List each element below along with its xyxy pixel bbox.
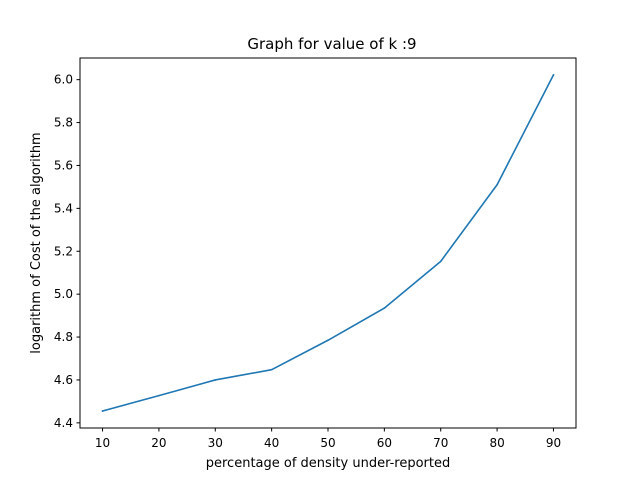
x-tick-label: 90 bbox=[546, 436, 561, 450]
x-tick-label: 30 bbox=[208, 436, 223, 450]
data-point bbox=[439, 260, 442, 263]
x-axis-label: percentage of density under-reported bbox=[206, 456, 451, 471]
y-tick-label: 4.8 bbox=[54, 330, 73, 344]
x-tick-label: 60 bbox=[377, 436, 392, 450]
plot-frame bbox=[79, 57, 577, 429]
series-group bbox=[101, 73, 555, 413]
y-tick-label: 6.0 bbox=[54, 73, 73, 87]
x-axis-ticks: 10 20 30 40 50 60 70 80 90 bbox=[95, 428, 561, 450]
x-tick-label: 50 bbox=[320, 436, 335, 450]
chart-title: Graph for value of k :9 bbox=[247, 35, 416, 53]
y-axis-label: logarithm of Cost of the algorithm bbox=[29, 132, 44, 353]
x-tick-label: 20 bbox=[151, 436, 166, 450]
y-tick-label: 5.0 bbox=[54, 287, 73, 301]
y-tick-label: 5.8 bbox=[54, 116, 73, 130]
x-tick-label: 40 bbox=[264, 436, 279, 450]
data-point bbox=[383, 307, 386, 309]
data-point bbox=[214, 379, 217, 381]
y-tick-label: 4.6 bbox=[54, 373, 73, 387]
data-point bbox=[270, 368, 273, 371]
data-point bbox=[101, 410, 104, 412]
y-tick-label: 5.6 bbox=[54, 158, 73, 172]
y-axis-ticks: 4.4 4.6 4.8 5.0 5.2 5.4 5.6 5.8 6.0 bbox=[54, 73, 80, 430]
x-tick-label: 10 bbox=[95, 436, 110, 450]
x-tick-label: 70 bbox=[433, 436, 448, 450]
x-tick-label: 80 bbox=[489, 436, 504, 450]
y-tick-label: 5.4 bbox=[54, 201, 73, 215]
data-point bbox=[327, 339, 329, 342]
y-tick-label: 4.4 bbox=[54, 416, 73, 430]
data-point bbox=[158, 394, 160, 397]
y-tick-label: 5.2 bbox=[54, 244, 73, 258]
data-point bbox=[552, 74, 555, 76]
data-point bbox=[496, 183, 498, 186]
